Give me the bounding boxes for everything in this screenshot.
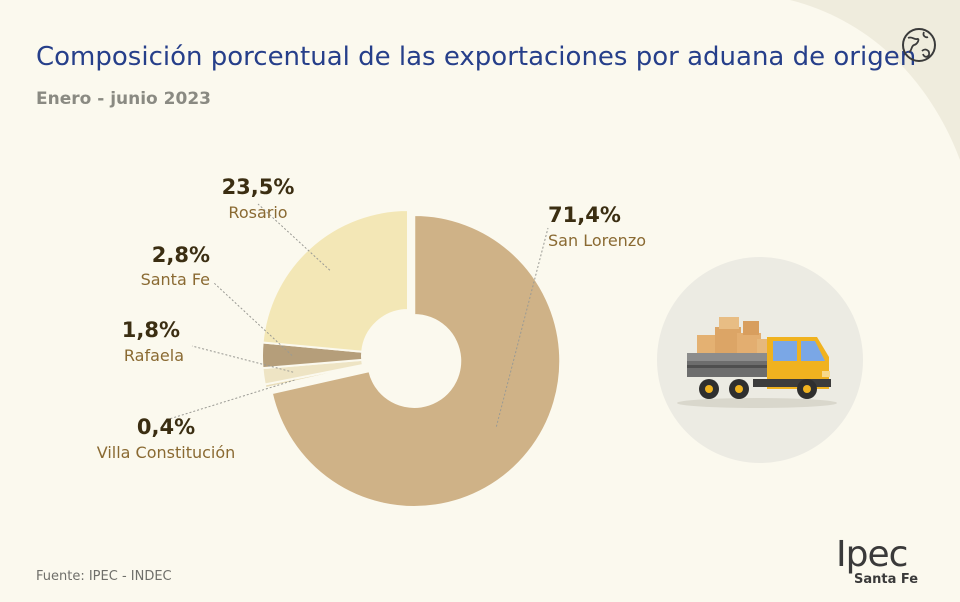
chart-title: Composición porcentual de las exportacio…	[36, 42, 917, 72]
logo-wordmark: Ipec	[836, 534, 908, 575]
delivery-truck-icon	[657, 257, 863, 463]
source-note: Fuente: IPEC - INDEC	[36, 569, 172, 584]
leader-line	[165, 379, 295, 421]
globe-icon	[902, 28, 936, 62]
slice-label-villa-constitucion: Villa Constitución	[97, 443, 236, 462]
slice-pct-villa-constitucion: 0,4%	[137, 415, 195, 439]
slice-label-rosario: Rosario	[228, 203, 287, 222]
slice-pct-santa-fe: 2,8%	[152, 243, 210, 267]
leader-lines	[165, 203, 549, 427]
slice-rosario	[261, 208, 409, 353]
leader-line	[257, 203, 331, 271]
leader-line	[213, 282, 293, 356]
slice-label-rafaela: Rafaela	[124, 346, 184, 365]
logo-subtext: Santa Fe	[854, 572, 919, 587]
leader-line	[191, 345, 294, 373]
slice-san-lorenzo	[270, 213, 562, 508]
slice-label-san-lorenzo: San Lorenzo	[548, 231, 646, 250]
donut-slices	[261, 208, 562, 508]
slice-pct-san-lorenzo: 71,4%	[548, 203, 621, 227]
slice-label-santa-fe: Santa Fe	[141, 270, 210, 289]
slice-pct-rafaela: 1,8%	[122, 318, 180, 342]
ipec-logo: Ipec Santa Fe	[832, 535, 932, 591]
slice-pct-rosario: 23,5%	[222, 175, 295, 199]
slice-labels: 71,4% San Lorenzo 23,5% Rosario 2,8% San…	[97, 175, 646, 462]
chart-subtitle: Enero - junio 2023	[36, 89, 211, 109]
